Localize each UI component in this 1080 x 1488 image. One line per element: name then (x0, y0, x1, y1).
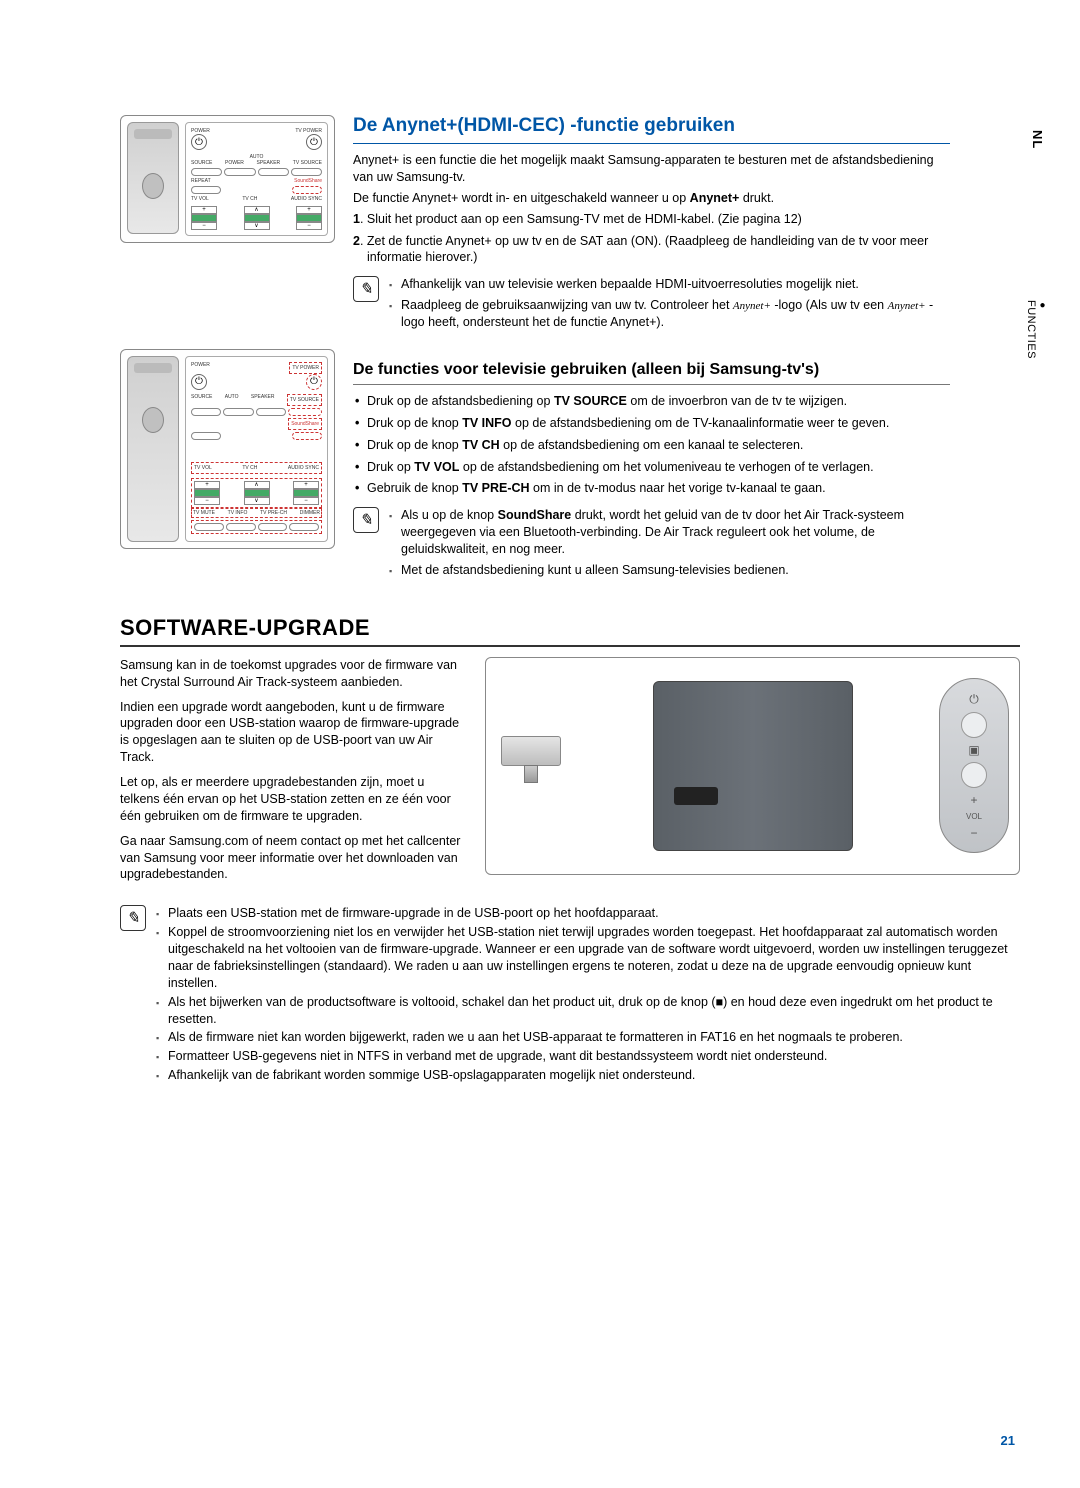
language-tab: NL (1030, 130, 1045, 149)
lbl-source: SOURCE (191, 160, 212, 166)
pencil-icon: ✎ (353, 276, 379, 302)
power-icon2: ⏻ (191, 374, 207, 390)
tvfunc-row: POWER TV POWER ⏻ ⏻ SOURCE AUTO SPEAKER TV SOU… (120, 349, 1020, 597)
remote-box-2: POWER TV POWER ⏻ ⏻ SOURCE AUTO SPEAKER TV SOU… (120, 349, 335, 549)
lbl-soundshare: SoundShare (294, 178, 322, 184)
bn5: Formatteer USB-gegevens niet in NTFS in … (156, 1048, 1020, 1065)
tvfunc-bullets: Druk op de afstandsbediening op TV SOURC… (353, 393, 950, 497)
bn2: Koppel de stroomvoorziening niet los en … (156, 924, 1020, 992)
anynet-logo-2: Anynet+ (888, 300, 926, 312)
vol-label: VOL (966, 812, 982, 821)
tvb4: Druk op TV VOL op de afstandsbediening o… (353, 459, 950, 476)
bn4: Als de firmware niet kan worden bijgewer… (156, 1029, 1020, 1046)
button-strip-icon: ⏻ ▣ + VOL − (939, 678, 1009, 853)
lbl-tvpower2: TV POWER (289, 362, 322, 374)
tvfunc-content: De functies voor televisie gebruiken (al… (353, 349, 1020, 597)
remote-panel: POWERTV POWER ⏻⏻ AUTO SOURCEPOWERSPEAKER… (185, 122, 328, 236)
pencil-icon-2: ✎ (353, 507, 379, 533)
remote-figure-1: POWERTV POWER ⏻⏻ AUTO SOURCEPOWERSPEAKER… (120, 115, 335, 349)
lbl-speaker: SPEAKER (257, 160, 281, 166)
lbl-audiosync2: AUDIO SYNC (288, 465, 319, 471)
tvpower-icon: ⏻ (306, 134, 322, 150)
lbl-autopower: POWER (225, 160, 244, 166)
lbl-dimmer: DIMMER (300, 510, 320, 516)
anynet-content: De Anynet+(HDMI-CEC) -functie gebruiken … (353, 115, 1020, 349)
bottom-note-list: Plaats een USB-station met de firmware-u… (156, 905, 1020, 1086)
tvb5: Gebruik de knop TV PRE-CH om in de tv-mo… (353, 480, 950, 497)
bottom-note: ✎ Plaats een USB-station met de firmware… (120, 905, 1020, 1086)
remote-box: POWERTV POWER ⏻⏻ AUTO SOURCEPOWERSPEAKER… (120, 115, 335, 243)
lbl-repeat: REPEAT (191, 178, 211, 184)
lbl-tvinfo: TV INFO (228, 510, 248, 516)
tvnote1: Als u op de knop SoundShare drukt, wordt… (389, 507, 950, 558)
tvb1: Druk op de afstandsbediening op TV SOURC… (353, 393, 950, 410)
anynet-row: POWERTV POWER ⏻⏻ AUTO SOURCEPOWERSPEAKER… (120, 115, 1020, 349)
upgrade-title: SOFTWARE-UPGRADE (120, 615, 1020, 647)
bn3: Als het bijwerken van de productsoftware… (156, 994, 1020, 1028)
lbl-audiosync: AUDIO SYNC (291, 196, 322, 202)
lbl-tvsource: TV SOURCE (293, 160, 322, 166)
tvfunc-note: ✎ Als u op de knop SoundShare drukt, wor… (353, 507, 950, 583)
device-side-icon (653, 681, 853, 851)
lbl-tvch2: TV CH (242, 465, 257, 471)
tvb2: Druk op de knop TV INFO op de afstandsbe… (353, 415, 950, 432)
upgrade-wrap: Samsung kan in de toekomst upgrades voor… (120, 657, 1020, 892)
bn6: Afhankelijk van de fabrikant worden somm… (156, 1067, 1020, 1084)
tvb3: Druk op de knop TV CH op de afstandsbedi… (353, 437, 950, 454)
lbl-tvsource2: TV SOURCE (287, 394, 322, 406)
page-number: 21 (1001, 1433, 1015, 1448)
up-p2: Indien een upgrade wordt aangeboden, kun… (120, 699, 465, 767)
lbl-tvpower: TV POWER (295, 128, 322, 134)
lbl-tvprech: TV PRE-CH (260, 510, 287, 516)
tvpower-icon2: ⏻ (306, 374, 322, 390)
up-p4: Ga naar Samsung.com of neem contact op m… (120, 833, 465, 884)
section-tab: FUNCTIES (1025, 300, 1048, 359)
lbl-power: POWER (191, 128, 210, 134)
anynet-p2: De functie Anynet+ wordt in- en uitgesch… (353, 190, 950, 207)
lbl-tvvol: TV VOL (191, 196, 209, 202)
lbl-soundshare2: SoundShare (288, 418, 322, 430)
step-2: 2. Zet de functie Anynet+ op uw tv en de… (353, 233, 950, 267)
upgrade-text: Samsung kan in de toekomst upgrades voor… (120, 657, 465, 892)
anynet-p1: Anynet+ is een functie die het mogelijk … (353, 152, 950, 186)
anynet-logo: Anynet+ (733, 300, 771, 312)
tvnote2: Met de afstandsbediening kunt u alleen S… (389, 562, 950, 579)
lbl-power2: POWER (191, 362, 210, 374)
anynet-title: De Anynet+(HDMI-CEC) -functie gebruiken (353, 115, 950, 144)
step-1: 1. Sluit het product aan op een Samsung-… (353, 211, 950, 228)
anynet-note: ✎ Afhankelijk van uw televisie werken be… (353, 276, 950, 335)
up-p3: Let op, als er meerdere upgradebestanden… (120, 774, 465, 825)
anynet-note-list: Afhankelijk van uw televisie werken bepa… (389, 276, 950, 335)
remote-mini-icon (127, 122, 179, 234)
tvfunc-title: De functies voor televisie gebruiken (al… (353, 361, 950, 385)
bn1: Plaats een USB-station met de firmware-u… (156, 905, 1020, 922)
remote-panel-2: POWER TV POWER ⏻ ⏻ SOURCE AUTO SPEAKER TV SOU… (185, 356, 328, 542)
up-p1: Samsung kan in de toekomst upgrades voor… (120, 657, 465, 691)
tvfunc-note-list: Als u op de knop SoundShare drukt, wordt… (389, 507, 950, 583)
remote-figure-2: POWER TV POWER ⏻ ⏻ SOURCE AUTO SPEAKER TV SOU… (120, 349, 335, 597)
anynet-note-1: Afhankelijk van uw televisie werken bepa… (389, 276, 950, 293)
anynet-steps: 1. Sluit het product aan op een Samsung-… (353, 211, 950, 267)
anynet-note-2: Raadpleeg de gebruiksaanwijzing van uw t… (389, 297, 950, 331)
lbl-tvch: TV CH (242, 196, 257, 202)
lbl-speaker2: SPEAKER (251, 394, 275, 406)
usb-stick-icon (496, 736, 566, 796)
lbl-source2: SOURCE (191, 394, 212, 406)
pencil-icon-3: ✎ (120, 905, 146, 931)
remote-mini-icon-2 (127, 356, 179, 542)
lbl-tvvol2: TV VOL (194, 465, 212, 471)
upgrade-figure: ⏻ ▣ + VOL − (485, 657, 1020, 875)
lbl-auto2: AUTO (225, 394, 239, 406)
lbl-tvmute: TV MUTE (193, 510, 215, 516)
power-icon: ⏻ (191, 134, 207, 150)
